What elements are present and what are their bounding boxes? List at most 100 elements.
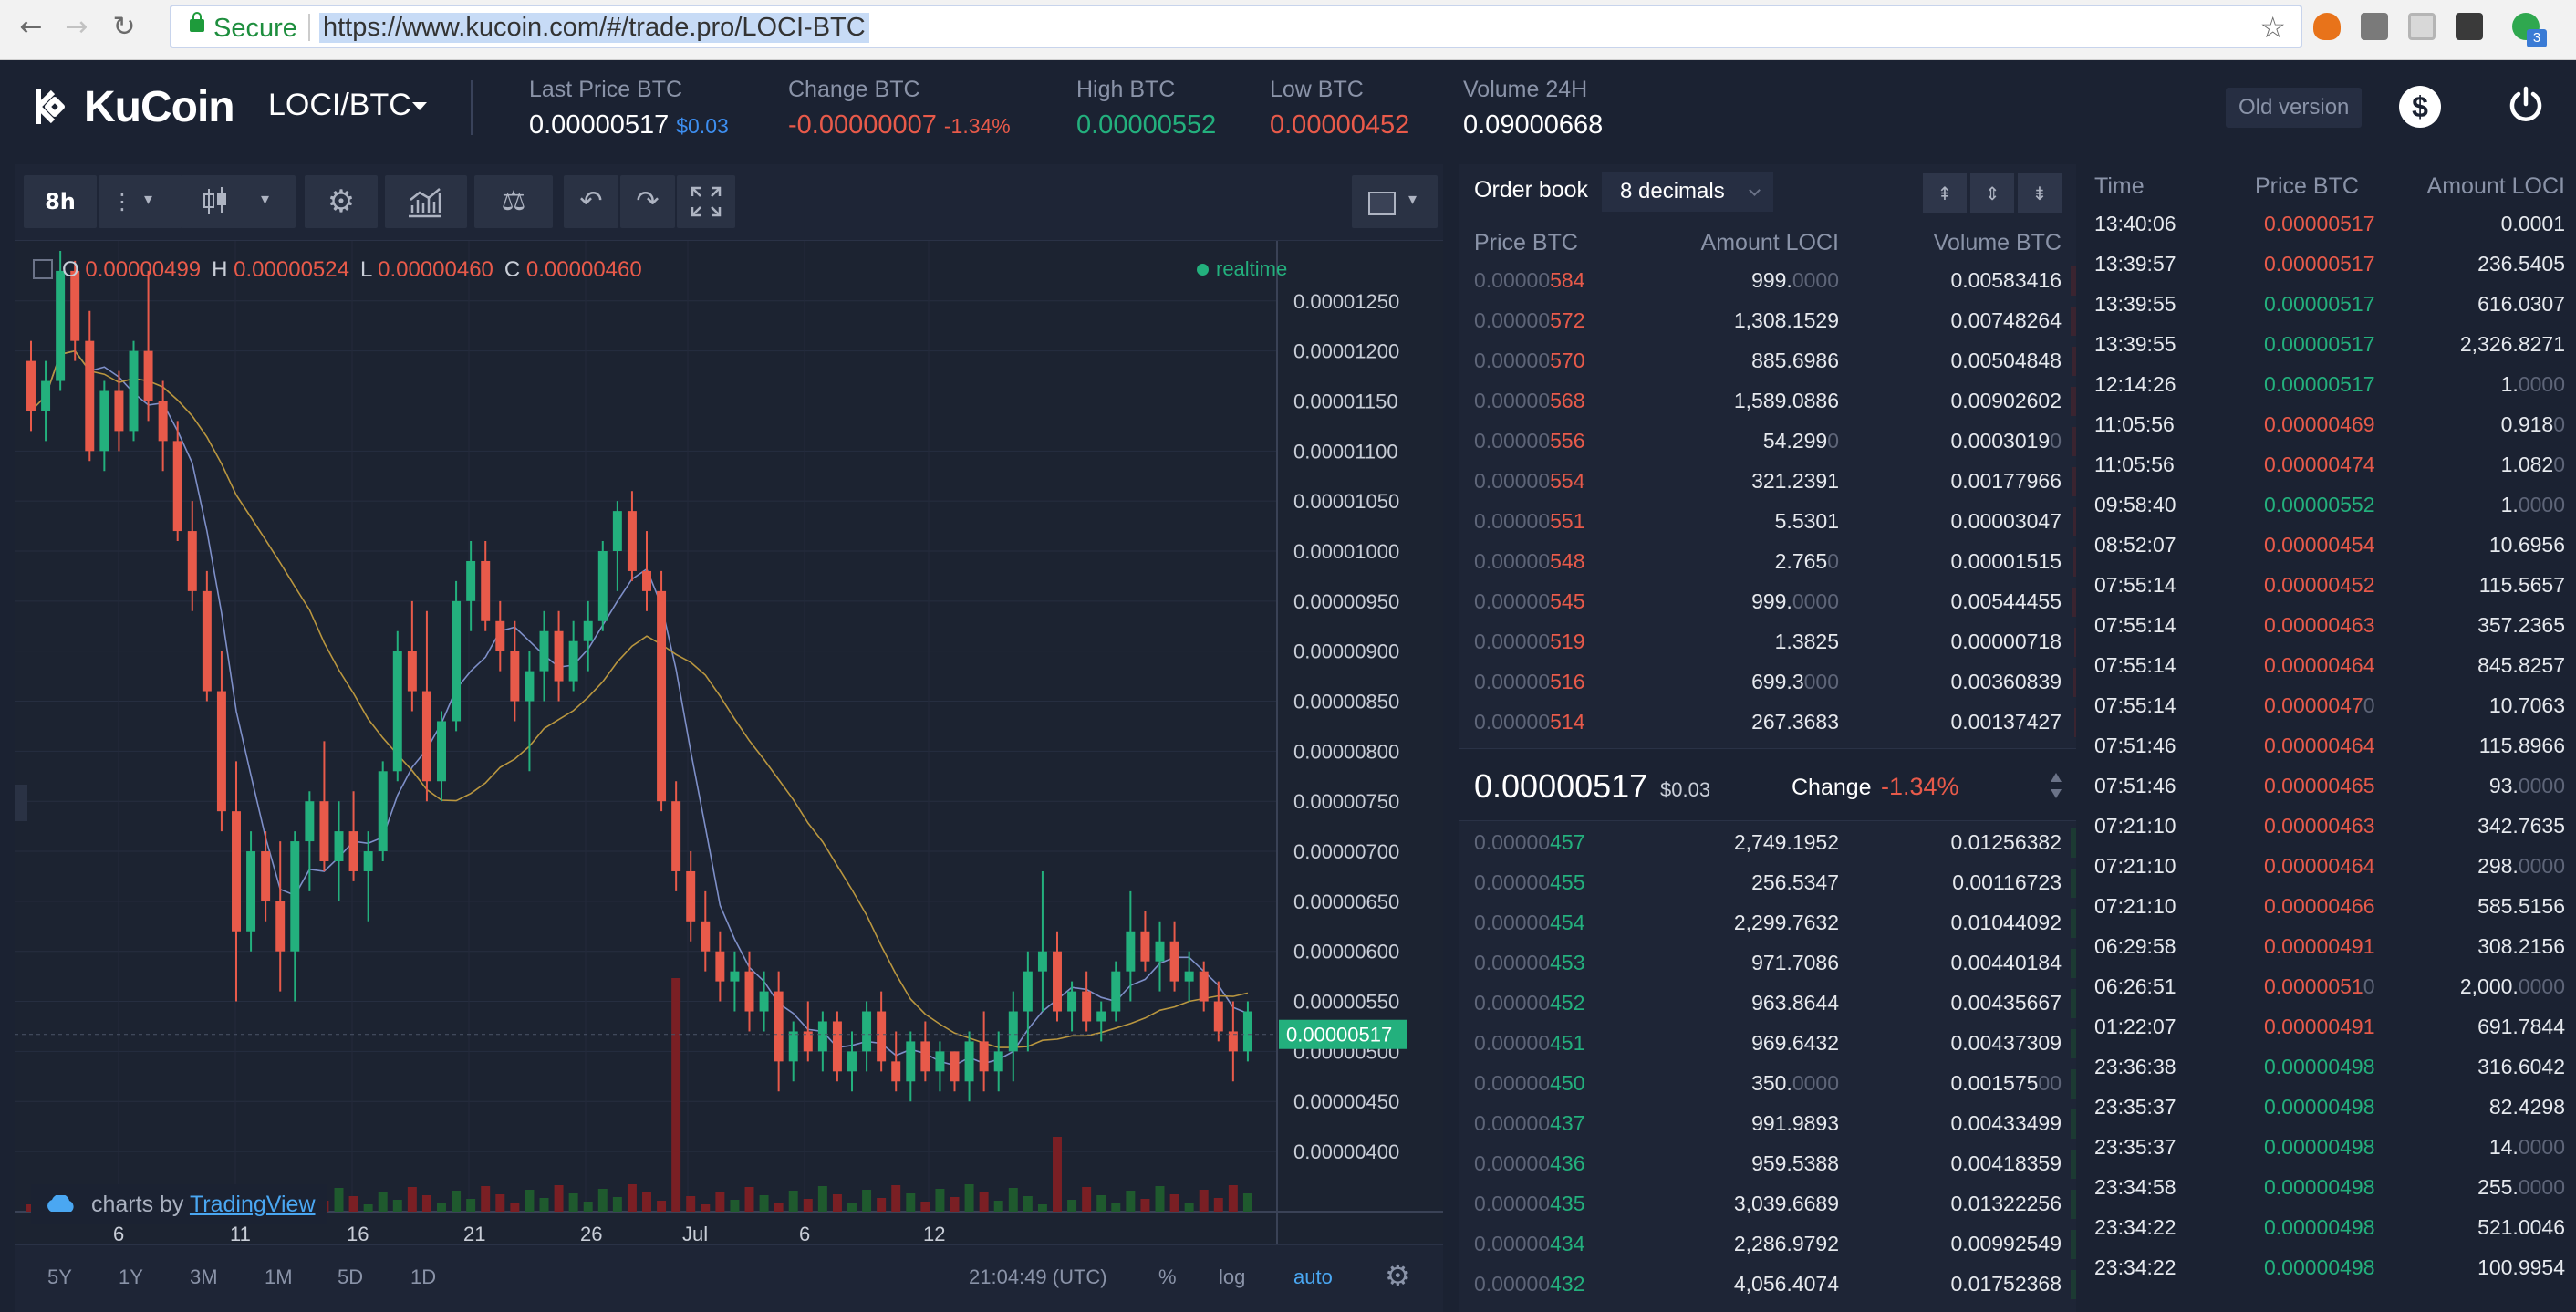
- row-amount: 885.6986: [1751, 349, 1839, 372]
- volume-bar: [730, 1200, 740, 1212]
- ask-row[interactable]: 0.00000568 1,589.0886 0.00902602: [1459, 381, 2076, 422]
- bid-row[interactable]: 0.00000437 991.9893 0.00433499: [1459, 1104, 2076, 1144]
- pair-selector[interactable]: LOCI/BTC: [268, 88, 411, 122]
- redo-icon[interactable]: ↷: [620, 175, 675, 228]
- ask-row[interactable]: 0.00000551 5.5301 0.00003047: [1459, 502, 2076, 542]
- ask-row[interactable]: 0.00000516 699.3000 0.00360839: [1459, 662, 2076, 703]
- tradingview-credit[interactable]: charts by TradingView: [31, 1184, 327, 1224]
- ma-fast-line: [30, 349, 1249, 1067]
- collapse-sidebar-handle[interactable]: [15, 785, 27, 821]
- show-bids-icon[interactable]: ⇟: [2018, 173, 2062, 213]
- range-3m[interactable]: 3M: [190, 1265, 218, 1288]
- auto-toggle[interactable]: auto: [1293, 1265, 1333, 1288]
- bid-row[interactable]: 0.00000451 969.6432 0.00437309: [1459, 1024, 2076, 1064]
- interval-button[interactable]: 8h: [24, 175, 97, 228]
- ask-row[interactable]: 0.00000519 1.3825 0.00000718: [1459, 622, 2076, 662]
- trade-amount: 115.5657: [2478, 573, 2565, 597]
- layout-select[interactable]: ▾: [1352, 175, 1438, 228]
- ask-row[interactable]: 0.00000572 1,308.1529 0.00748264: [1459, 301, 2076, 341]
- decimals-select[interactable]: 8 decimals: [1602, 172, 1773, 212]
- reload-button[interactable]: ↻: [112, 11, 136, 43]
- fullscreen-icon[interactable]: [677, 175, 735, 228]
- old-version-button[interactable]: Old version: [2226, 88, 2363, 128]
- range-1m[interactable]: 1M: [265, 1265, 293, 1288]
- ask-row[interactable]: 0.00000545 999.0000 0.00544455: [1459, 582, 2076, 622]
- bid-row[interactable]: 0.00000432 4,056.4074 0.01752368: [1459, 1265, 2076, 1305]
- brand-name[interactable]: KuCoin: [84, 83, 235, 131]
- swap-arrows-icon[interactable]: [2049, 771, 2063, 800]
- range-5y[interactable]: 5Y: [47, 1265, 72, 1288]
- bid-row[interactable]: 0.00000434 2,286.9792 0.00992549: [1459, 1224, 2076, 1265]
- ask-row[interactable]: 0.00000514 267.3683 0.00137427: [1459, 703, 2076, 743]
- candle-body: [275, 901, 286, 952]
- blocker-icon[interactable]: [2408, 13, 2436, 40]
- address-bar[interactable]: Secure https://www.kucoin.com/#/trade.pr…: [170, 5, 2302, 48]
- back-button[interactable]: ←: [19, 11, 43, 43]
- trade-row: 07:55:14 0.00000470 10.7063: [2082, 686, 2576, 726]
- row-volume: 0.00000718: [1950, 630, 2062, 653]
- show-asks-icon[interactable]: ⇞: [1923, 173, 1967, 213]
- url-text[interactable]: https://www.kucoin.com/#/trade.pro/LOCI-…: [319, 13, 869, 43]
- ask-row[interactable]: 0.00000584 999.0000 0.00583416: [1459, 261, 2076, 301]
- screenshot-icon[interactable]: [2456, 13, 2483, 40]
- ask-row[interactable]: 0.00000570 885.6986 0.00504848: [1459, 341, 2076, 381]
- chevron-down-icon[interactable]: [412, 102, 427, 110]
- y-tick-label: 0.00000900: [1293, 640, 1399, 663]
- settings-gear-icon[interactable]: ⚙: [305, 175, 378, 228]
- tradingview-link[interactable]: TradingView: [189, 1192, 316, 1217]
- bid-row[interactable]: 0.00000454 2,299.7632 0.01044092: [1459, 903, 2076, 943]
- bid-row[interactable]: 0.00000453 971.7086 0.00440184: [1459, 943, 2076, 984]
- chat-icon[interactable]: 3: [2512, 13, 2547, 47]
- candle-body: [510, 651, 520, 702]
- metamask-fox-icon[interactable]: [2313, 13, 2341, 40]
- kucoin-logo-icon[interactable]: [26, 84, 71, 130]
- range-5d[interactable]: 5D: [338, 1265, 364, 1288]
- trade-price: 0.00000474: [2264, 453, 2375, 476]
- row-volume: 0.00433499: [1950, 1111, 2062, 1135]
- candle-body: [1140, 931, 1150, 962]
- forward-button[interactable]: →: [65, 11, 88, 43]
- candlestick-chart[interactable]: 0.00001250 0.00001200 0.00001150 0.00001100…: [15, 241, 1443, 1244]
- row-volume: 0.01256382: [1950, 830, 2062, 854]
- trade-amount: 2,000.0000: [2459, 974, 2565, 998]
- ask-row[interactable]: 0.00000548 2.7650 0.00001515: [1459, 542, 2076, 582]
- bookmark-star-icon[interactable]: ☆: [2259, 10, 2286, 45]
- bid-row[interactable]: 0.00000457 2,749.1952 0.01256382: [1459, 823, 2076, 863]
- candle-body: [1037, 951, 1047, 972]
- undo-icon[interactable]: ↶: [564, 175, 618, 228]
- depth-bar: [2074, 708, 2076, 737]
- compare-scale-icon[interactable]: ⚖: [474, 175, 553, 228]
- bid-row[interactable]: 0.00000435 3,039.6689 0.01322256: [1459, 1184, 2076, 1224]
- stat-value: 0.09000668: [1463, 110, 1604, 140]
- indicators-icon[interactable]: [385, 175, 467, 228]
- range-1y[interactable]: 1Y: [119, 1265, 143, 1288]
- bid-row[interactable]: 0.00000455 256.5347 0.00116723: [1459, 863, 2076, 903]
- show-both-icon[interactable]: ⇕: [1970, 173, 2014, 213]
- address-divider: [308, 14, 310, 41]
- range-1d[interactable]: 1D: [410, 1265, 437, 1288]
- ask-row[interactable]: 0.00000556 54.2990 0.00030190: [1459, 422, 2076, 462]
- candle-body: [1228, 1031, 1238, 1052]
- ask-row[interactable]: 0.00000554 321.2391 0.00177966: [1459, 462, 2076, 502]
- chart-area[interactable]: 0.00001250 0.00001200 0.00001150 0.00001100…: [15, 241, 1443, 1244]
- power-icon[interactable]: [2505, 84, 2547, 126]
- trade-time: 23:35:37: [2094, 1095, 2176, 1119]
- chart-settings-gear-icon[interactable]: ⚙: [1385, 1258, 1411, 1293]
- linkedin-icon[interactable]: [2361, 13, 2388, 40]
- realtime-indicator: realtime: [1197, 257, 1287, 281]
- volume-bar: [744, 1187, 754, 1212]
- candle-body: [143, 350, 153, 401]
- interval-more-button[interactable]: ⋮ ▾: [99, 175, 182, 228]
- bid-row[interactable]: 0.00000436 959.5388 0.00418359: [1459, 1144, 2076, 1184]
- dollar-icon[interactable]: $: [2399, 86, 2441, 128]
- log-toggle[interactable]: log: [1219, 1265, 1246, 1288]
- stat-label: Last Price BTC: [529, 77, 683, 102]
- chart-type-button[interactable]: ▾: [181, 175, 296, 228]
- bid-row[interactable]: 0.00000450 350.0000 0.00157500: [1459, 1064, 2076, 1104]
- percent-toggle[interactable]: %: [1158, 1265, 1177, 1288]
- volume-bar: [877, 1198, 887, 1212]
- legend-toggle-icon[interactable]: [33, 259, 53, 279]
- bid-row[interactable]: 0.00000452 963.8644 0.00435667: [1459, 984, 2076, 1024]
- trade-time: 07:51:46: [2094, 774, 2176, 797]
- trade-time: 23:35:37: [2094, 1135, 2176, 1159]
